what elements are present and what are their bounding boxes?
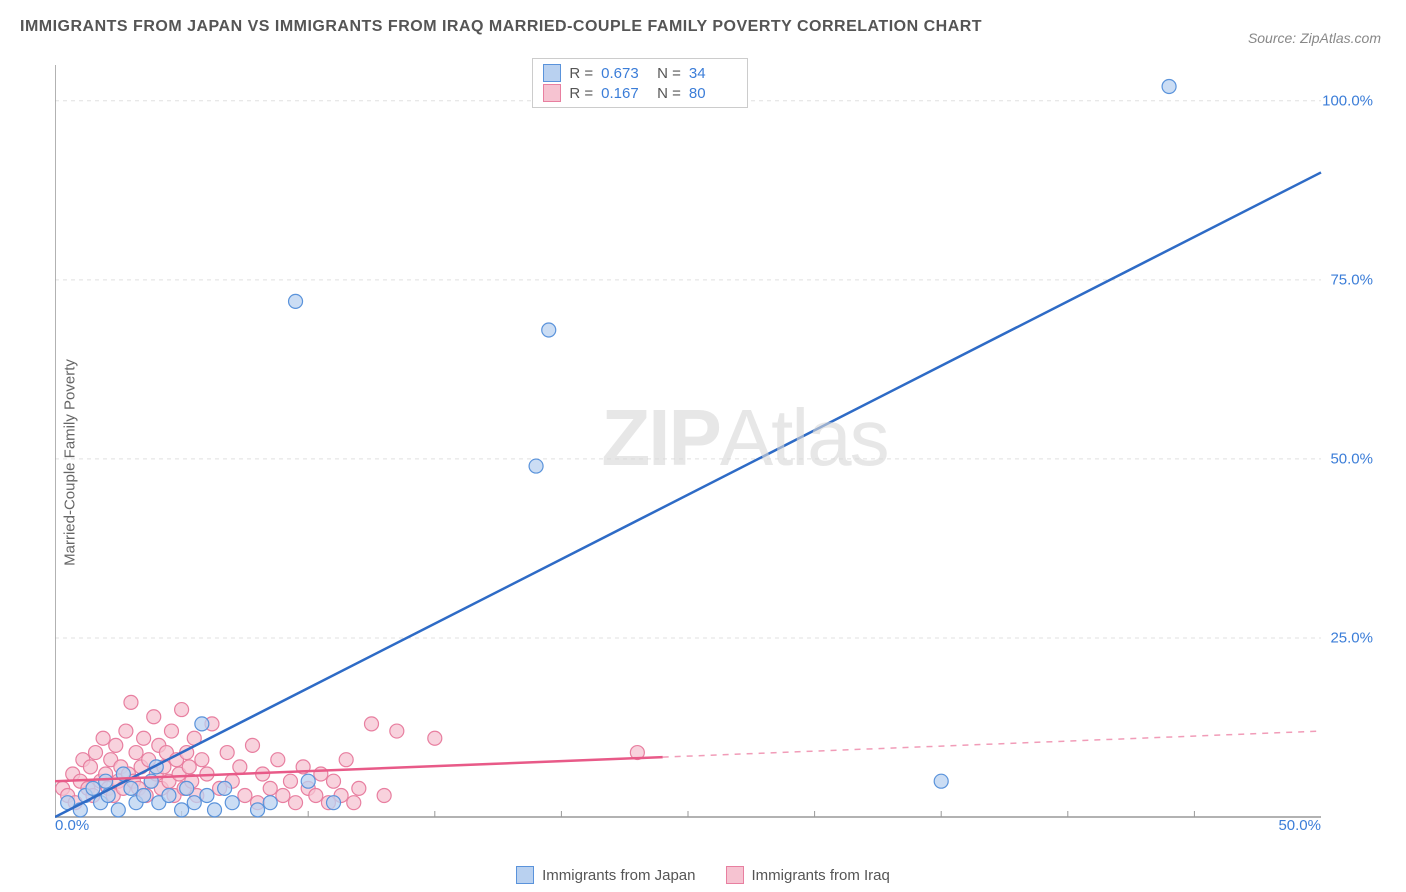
n-label: N =: [657, 65, 681, 82]
legend-label-japan: Immigrants from Japan: [542, 867, 695, 884]
swatch-japan-icon: [516, 866, 534, 884]
y-tick-label: 100.0%: [1322, 92, 1373, 109]
n-label: N =: [657, 85, 681, 102]
x-tick-label: 0.0%: [55, 817, 89, 834]
x-tick-label: 50.0%: [1278, 817, 1321, 834]
y-tick-label: 50.0%: [1330, 450, 1373, 467]
correlation-legend: R = 0.673 N = 34 R = 0.167 N = 80: [532, 58, 748, 108]
source-attribution: Source: ZipAtlas.com: [1248, 30, 1381, 46]
legend-item-japan: Immigrants from Japan: [516, 866, 695, 884]
swatch-iraq-icon: [726, 866, 744, 884]
legend-row-iraq: R = 0.167 N = 80: [543, 83, 737, 103]
y-tick-label: 75.0%: [1330, 271, 1373, 288]
legend-item-iraq: Immigrants from Iraq: [726, 866, 890, 884]
r-label: R =: [569, 65, 593, 82]
legend-row-japan: R = 0.673 N = 34: [543, 63, 737, 83]
chart-title: IMMIGRANTS FROM JAPAN VS IMMIGRANTS FROM…: [20, 18, 982, 36]
chart-container: Married-Couple Family Poverty ZIPAtlas R…: [55, 55, 1381, 852]
legend-label-iraq: Immigrants from Iraq: [752, 867, 890, 884]
y-tick-label: 25.0%: [1330, 629, 1373, 646]
r-label: R =: [569, 85, 593, 102]
n-value-japan: 34: [689, 65, 737, 82]
r-value-iraq: 0.167: [601, 85, 649, 102]
scatter-plot: [55, 55, 1381, 852]
r-value-japan: 0.673: [601, 65, 649, 82]
n-value-iraq: 80: [689, 85, 737, 102]
series-legend: Immigrants from Japan Immigrants from Ir…: [0, 866, 1406, 884]
swatch-japan: [543, 64, 561, 82]
swatch-iraq: [543, 84, 561, 102]
